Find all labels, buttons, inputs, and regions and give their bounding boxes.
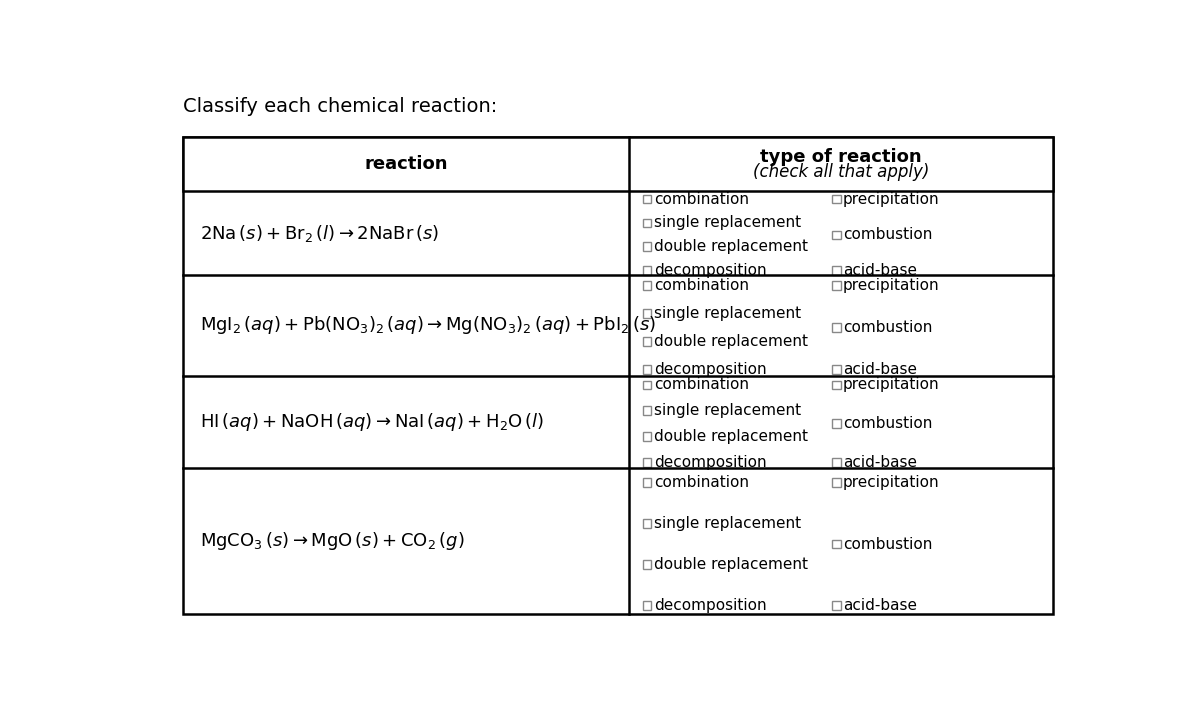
Bar	[643, 309, 652, 318]
Bar	[643, 520, 652, 528]
Bar	[832, 478, 840, 486]
Bar	[643, 458, 652, 467]
Text: Classify each chemical reaction:: Classify each chemical reaction:	[182, 96, 497, 115]
Text: double replacement: double replacement	[654, 334, 808, 349]
Text: decomposition: decomposition	[654, 455, 767, 470]
Text: type of reaction: type of reaction	[760, 148, 922, 166]
Bar	[182, 137, 1052, 614]
Bar	[643, 601, 652, 610]
Bar	[643, 406, 652, 415]
Text: double replacement: double replacement	[654, 429, 808, 444]
Bar	[832, 540, 840, 548]
Text: single replacement: single replacement	[654, 516, 800, 531]
Text: $\mathregular{MgCO_3}\,(\mathit{s}) \rightarrow \mathregular{MgO}\,(\mathit{s}) : $\mathregular{MgCO_3}\,(\mathit{s}) \rig…	[199, 530, 464, 552]
Bar	[832, 281, 840, 289]
Text: single replacement: single replacement	[654, 306, 800, 321]
Text: combustion: combustion	[842, 227, 932, 242]
Bar	[643, 478, 652, 486]
Bar	[643, 432, 652, 441]
Bar	[832, 601, 840, 610]
Bar	[832, 323, 840, 332]
Text: precipitation: precipitation	[842, 278, 940, 293]
Text: double replacement: double replacement	[654, 557, 808, 572]
Text: combustion: combustion	[842, 536, 932, 551]
Text: combination: combination	[654, 191, 749, 207]
Text: combination: combination	[654, 278, 749, 293]
Bar	[643, 219, 652, 227]
Bar	[643, 281, 652, 289]
Bar	[832, 458, 840, 467]
Text: decomposition: decomposition	[654, 598, 767, 613]
Text: (check all that apply): (check all that apply)	[752, 163, 929, 181]
Text: double replacement: double replacement	[654, 239, 808, 254]
Bar	[643, 365, 652, 374]
Text: acid-base: acid-base	[842, 263, 917, 278]
Text: combustion: combustion	[842, 320, 932, 335]
Bar	[832, 230, 840, 239]
Bar	[643, 337, 652, 346]
Bar	[643, 381, 652, 389]
Text: precipitation: precipitation	[842, 475, 940, 490]
Bar	[832, 266, 840, 275]
Bar	[832, 381, 840, 389]
Bar	[832, 365, 840, 374]
Text: $\mathregular{2Na}\,(\mathit{s}) + \mathregular{Br}_2\,(\mathit{l}) \rightarrow : $\mathregular{2Na}\,(\mathit{s}) + \math…	[199, 222, 439, 244]
Bar	[643, 242, 652, 251]
Text: single replacement: single replacement	[654, 215, 800, 230]
Bar	[832, 195, 840, 203]
Text: single replacement: single replacement	[654, 403, 800, 418]
Text: precipitation: precipitation	[842, 191, 940, 207]
Text: acid-base: acid-base	[842, 598, 917, 613]
Text: combination: combination	[654, 377, 749, 392]
Text: combination: combination	[654, 475, 749, 490]
Text: precipitation: precipitation	[842, 377, 940, 392]
Text: acid-base: acid-base	[842, 362, 917, 377]
Text: $\mathregular{HI}\,(\mathit{aq}) + \mathregular{NaOH}\,(\mathit{aq}) \rightarrow: $\mathregular{HI}\,(\mathit{aq}) + \math…	[199, 410, 544, 433]
Bar	[643, 266, 652, 275]
Bar	[182, 137, 1052, 191]
Text: decomposition: decomposition	[654, 362, 767, 377]
Bar	[643, 560, 652, 569]
Bar	[643, 195, 652, 203]
Text: reaction: reaction	[364, 155, 448, 172]
Text: acid-base: acid-base	[842, 455, 917, 470]
Text: combustion: combustion	[842, 416, 932, 431]
Text: $\mathregular{MgI}_2\,(\mathit{aq}) + \mathregular{Pb(NO_3)_2}\,(\mathit{aq}) \r: $\mathregular{MgI}_2\,(\mathit{aq}) + \m…	[199, 315, 655, 337]
Bar	[832, 420, 840, 428]
Text: decomposition: decomposition	[654, 263, 767, 278]
